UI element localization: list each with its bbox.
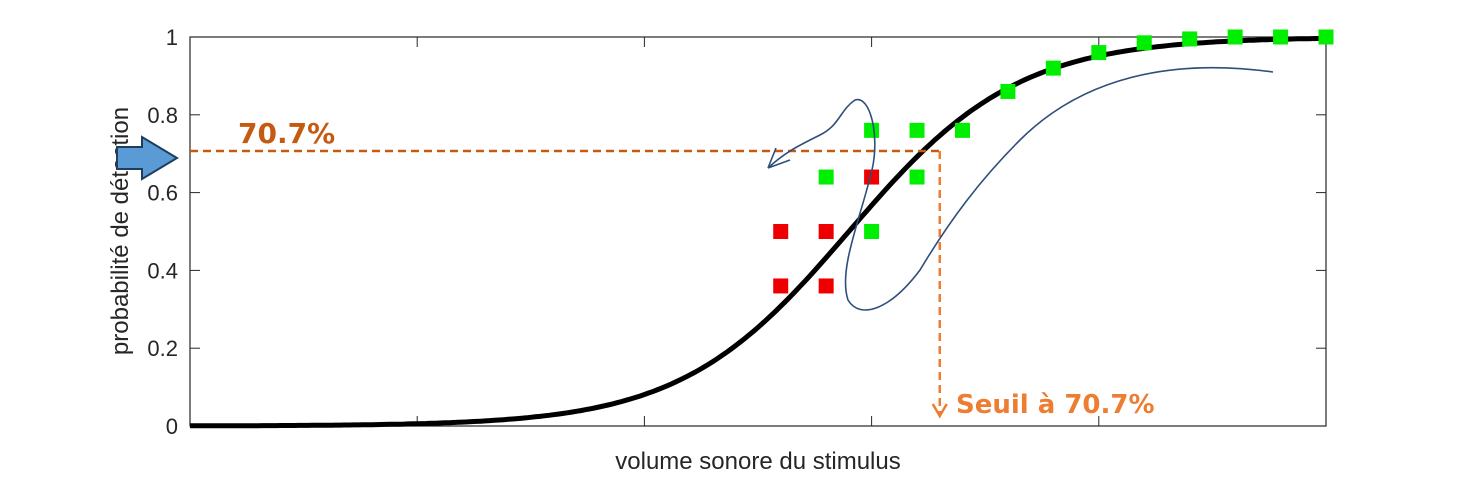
green-data-point [1227,29,1243,45]
y-tick-label: 0.4 [147,258,178,283]
threshold-arrowhead [931,403,948,419]
plot-area [189,36,1327,427]
y-axis-title: probabilité de détection [107,107,134,355]
green-data-point [1091,45,1107,61]
threshold-percent-label: 70.7% [238,117,335,150]
green-data-point [1182,31,1198,47]
red-data-point [773,224,789,239]
green-data-point [1136,35,1152,51]
green-data-point [1318,29,1334,45]
green-data-point [954,122,970,138]
threshold-pointer-arrow-icon [116,135,179,181]
y-tick-label: 0.6 [147,181,178,206]
y-tick-label: 0.8 [147,103,178,128]
x-axis-title: volume sonore du stimulus [615,448,900,475]
green-data-point [864,122,880,138]
red-data-point [818,224,834,239]
sigmoid-curve [190,35,1327,429]
y-tick-label: 1 [166,25,178,50]
scribble-annotation [767,66,1274,311]
red-data-point [818,278,834,294]
y-axis-ticks: 0 0.2 0.4 0.6 0.8 1 [147,25,1326,439]
green-data-point [864,224,880,239]
seuil-label: Seuil à 70.7% [956,390,1155,420]
green-data-point [818,169,834,185]
red-data-point [773,278,789,294]
y-tick-label: 0 [166,414,178,439]
data-points [773,29,1334,294]
red-data-point [864,169,880,185]
green-data-point [909,169,925,185]
green-data-point [1000,83,1016,99]
green-data-point [909,122,925,138]
green-data-point [1273,29,1289,45]
green-data-point [1045,60,1061,76]
y-tick-label: 0.2 [147,336,178,361]
